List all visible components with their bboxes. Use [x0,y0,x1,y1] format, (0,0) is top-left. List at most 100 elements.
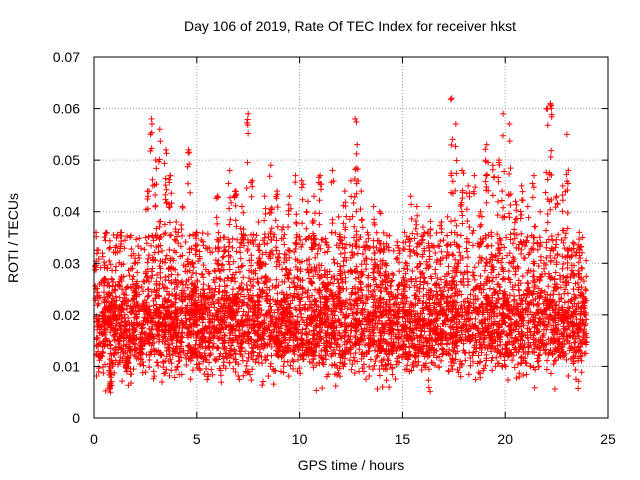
data-point [469,309,476,316]
data-point [244,116,251,123]
data-point [313,387,320,394]
data-point [450,360,457,367]
data-point [226,239,233,246]
data-point [108,275,115,282]
data-point [145,193,152,200]
data-point [115,337,122,344]
data-point [212,245,219,252]
data-point [330,256,337,263]
data-point [155,362,162,369]
data-point [516,287,523,294]
peak-data-point [162,146,169,153]
data-point [371,362,378,369]
data-point [158,247,165,254]
data-point [95,322,102,329]
data-point [228,199,235,206]
data-point [551,357,558,364]
data-point [202,356,209,363]
data-point [485,342,492,349]
data-point [349,361,356,368]
data-point [345,312,352,319]
data-point [248,179,255,186]
data-point [343,313,350,320]
data-point [113,263,120,270]
data-point [402,259,409,266]
data-point [564,290,571,297]
data-point [306,328,313,335]
data-point [269,366,276,373]
data-point [292,179,299,186]
data-point [387,296,394,303]
data-point [128,371,135,378]
data-point [274,223,281,230]
data-point [389,371,396,378]
data-point [438,357,445,364]
data-point [502,313,509,320]
data-point [378,357,385,364]
data-point [141,330,148,337]
data-point [102,387,109,394]
data-point [394,238,401,245]
data-point [483,243,490,250]
data-point [549,237,556,244]
data-point [390,247,397,254]
data-point [166,372,173,379]
data-point [186,316,193,323]
data-point [101,289,108,296]
data-point [484,329,491,336]
data-point [250,283,257,290]
data-point [142,369,149,376]
data-point [477,374,484,381]
data-point [564,320,571,327]
data-point [366,363,373,370]
data-point [234,236,241,243]
data-point [523,371,530,378]
data-point [217,367,224,374]
data-point [413,325,420,332]
data-point [515,286,522,293]
data-point [445,368,452,375]
data-point [271,309,278,316]
data-point [172,226,179,233]
data-point [146,357,153,364]
data-point [535,363,542,370]
data-point [182,238,189,245]
data-point [111,350,118,357]
data-point [449,323,456,330]
data-point [178,371,185,378]
data-point [336,347,343,354]
data-point [127,309,134,316]
data-point [178,354,185,361]
data-point [179,329,186,336]
data-point [324,348,331,355]
data-point [123,284,130,291]
data-point [279,266,286,273]
peak-data-point [245,110,252,117]
data-point [425,384,432,391]
data-point [248,344,255,351]
data-point [534,358,541,365]
data-point [475,352,482,359]
data-point [303,325,310,332]
data-point [143,351,150,358]
data-point [578,264,585,271]
data-point [545,283,552,290]
data-point [148,129,155,136]
data-point [438,341,445,348]
data-point [457,373,464,380]
data-point [94,247,101,254]
peak-data-point [249,177,256,184]
data-point [506,315,513,322]
data-point [384,356,391,363]
data-point [373,354,380,361]
peak-data-point [173,219,180,226]
data-point [141,246,148,253]
data-point [505,323,512,330]
data-point [218,379,225,386]
data-point [583,257,590,264]
data-point [531,384,538,391]
data-point [168,190,175,197]
data-point [220,359,227,366]
data-point [333,344,340,351]
data-point [443,331,450,338]
